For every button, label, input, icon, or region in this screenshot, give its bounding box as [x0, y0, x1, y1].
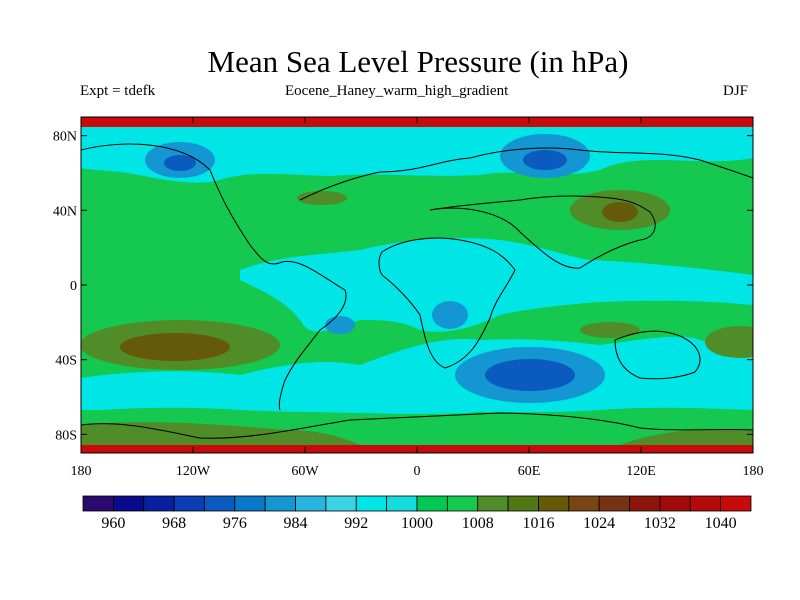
- coastline-antarctica: [81, 412, 753, 439]
- colorbar: 960 968 976 984 992 1000 1008 1016 1024 1032 1040: [82, 495, 752, 532]
- pressure-region-aleutian-low-core: [164, 155, 196, 171]
- lat-tick-label: 0: [70, 279, 77, 294]
- pressure-region-north-low-band: [81, 127, 753, 183]
- lon-tick-label: 120E: [626, 464, 656, 479]
- colorbar-label: 1024: [583, 515, 615, 532]
- colorbar-label: 960: [101, 515, 125, 532]
- colorbar-label: 1032: [644, 515, 676, 532]
- colorbar-swatch: [112, 495, 145, 512]
- longitude-axis: 180 120W 60W 0 60E 120E 180: [71, 117, 764, 479]
- colorbar-swatch: [568, 495, 600, 512]
- lon-tick-label: 180: [743, 464, 764, 479]
- lat-tick-label: 40N: [53, 204, 77, 219]
- pressure-region-indian-high: [580, 322, 640, 338]
- pressure-region-african-low: [432, 301, 468, 329]
- colorbar-swatch: [295, 495, 327, 512]
- colorbar-label: 992: [344, 515, 368, 532]
- coastline-americas: [81, 143, 347, 411]
- experiment-name: Eocene_Haney_warm_high_gradient: [285, 83, 509, 99]
- colorbar-swatch: [204, 495, 236, 512]
- pressure-field: [81, 117, 753, 453]
- colorbar-label: 1008: [462, 515, 494, 532]
- colorbar-swatch: [386, 495, 418, 512]
- colorbar-swatch: [507, 495, 539, 512]
- lon-tick-label: 180: [71, 464, 92, 479]
- colorbar-swatch: [234, 495, 266, 512]
- pressure-region-australian-high: [705, 326, 753, 358]
- colorbar-label: 1016: [522, 515, 554, 532]
- colorbar-swatch: [477, 495, 509, 512]
- coastlines: [81, 143, 753, 439]
- pressure-region-south-pacific-high-core: [120, 333, 230, 361]
- colorbar-swatch: [264, 495, 296, 512]
- colorbar-swatch: [629, 495, 661, 512]
- colorbar-swatch: [446, 495, 479, 512]
- lon-tick-label: 120W: [176, 464, 211, 479]
- lat-tick-label: 40S: [55, 354, 77, 369]
- coastline-australia: [614, 330, 701, 380]
- colorbar-label: 1040: [705, 515, 737, 532]
- colorbar-label: 968: [162, 515, 186, 532]
- pressure-region-southern-low-core: [485, 359, 575, 391]
- colorbar-swatch: [173, 495, 205, 512]
- colorbar-swatch: [355, 495, 388, 512]
- coastline-africa: [378, 237, 516, 369]
- pressure-region-siberian-low-core: [523, 150, 567, 170]
- colorbar-label: 976: [223, 515, 247, 532]
- pressure-region-south-american-low: [325, 316, 355, 334]
- colorbar-swatch: [538, 495, 570, 512]
- colorbar-swatch: [143, 495, 175, 512]
- pressure-region-atlantic-high: [297, 191, 347, 205]
- colorbar-swatch: [720, 495, 752, 512]
- colorbar-swatch: [598, 495, 630, 512]
- coastline-asia: [429, 195, 656, 269]
- colorbar-swatch: [416, 495, 448, 512]
- latitude-axis: 80N 40N 0 40S 80S: [53, 130, 753, 443]
- coastline-north-atlantic: [299, 147, 753, 201]
- colorbar-swatch: [82, 495, 114, 512]
- pressure-region-tropical-low-belt: [240, 238, 753, 332]
- colorbar-label: 1000: [401, 515, 433, 532]
- lon-tick-label: 60W: [291, 464, 319, 479]
- colorbar-swatch: [659, 495, 691, 512]
- colorbar-swatch: [325, 495, 357, 512]
- colorbar-label: 984: [284, 515, 308, 532]
- season-label: DJF: [723, 83, 749, 99]
- pressure-region-antarctic-high: [81, 422, 753, 445]
- lat-tick-label: 80S: [55, 428, 77, 443]
- pressure-region-southern-low-band: [81, 336, 753, 414]
- map-title: Mean Sea Level Pressure (in hPa): [207, 44, 629, 79]
- experiment-label: Expt = tdefk: [80, 83, 156, 99]
- lon-tick-label: 0: [414, 464, 421, 479]
- pressure-region-asian-high-core: [602, 202, 638, 222]
- colorbar-swatch: [689, 495, 722, 512]
- lon-tick-label: 60E: [518, 464, 541, 479]
- lat-tick-label: 80N: [53, 130, 77, 145]
